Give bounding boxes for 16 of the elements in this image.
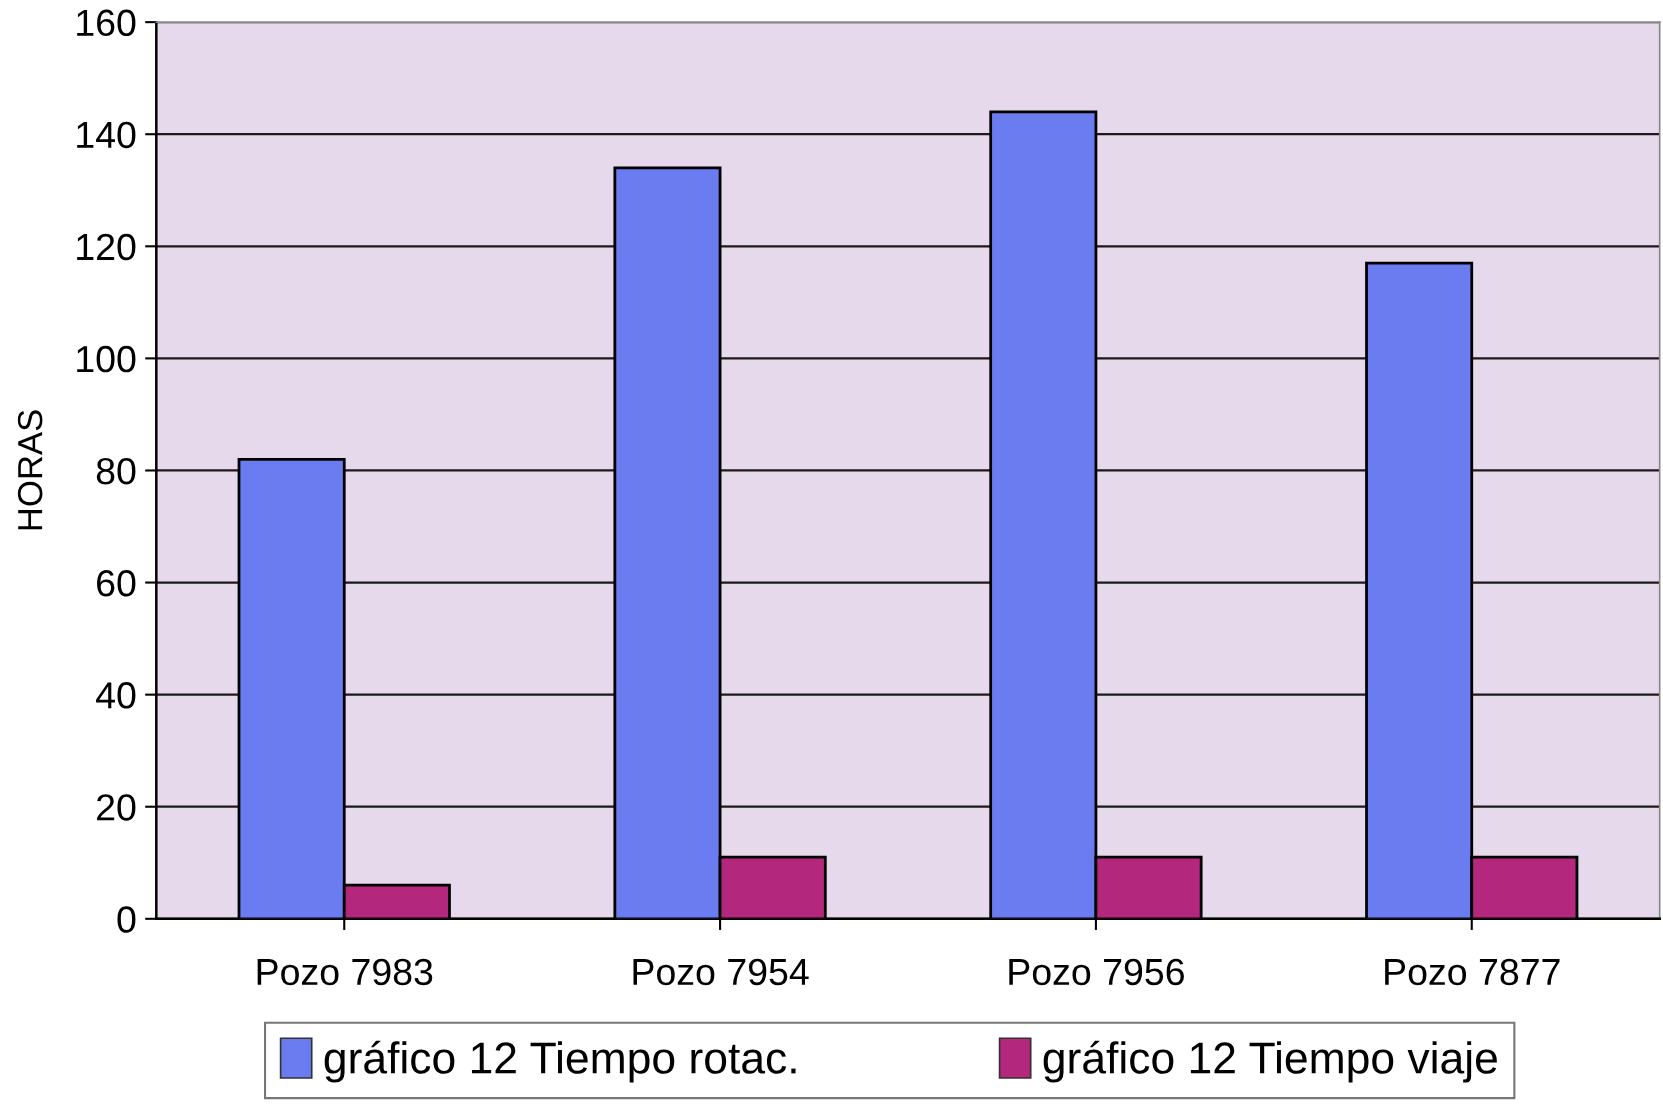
y-tick-label: 120 bbox=[77, 233, 136, 261]
x-tick-label: Pozo 7877 bbox=[1385, 958, 1560, 986]
legend-label: gráfico 12 Tiempo rotac. bbox=[324, 1040, 796, 1083]
y-tick-label: 20 bbox=[97, 794, 136, 821]
y-tick-label: 100 bbox=[77, 345, 136, 373]
legend-label: gráfico 12 Tiempo viaje bbox=[1043, 1040, 1497, 1083]
x-tick-label: Pozo 7983 bbox=[257, 958, 433, 986]
y-tick-label: 160 bbox=[77, 9, 136, 37]
x-tick-label: Pozo 7956 bbox=[1009, 958, 1184, 986]
y-tick-label: 80 bbox=[96, 457, 136, 485]
y-tick-label: 140 bbox=[77, 121, 136, 149]
y-tick-label: 0 bbox=[117, 906, 136, 933]
y-tick-label: 60 bbox=[97, 569, 136, 597]
y-tick-label: 40 bbox=[96, 682, 136, 709]
y-axis-title: HORAS bbox=[17, 410, 43, 530]
x-tick-label: Pozo 7954 bbox=[633, 958, 809, 986]
